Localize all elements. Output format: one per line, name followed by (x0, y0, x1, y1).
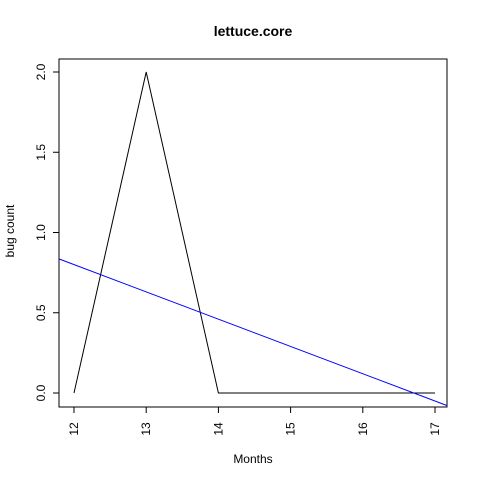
y-tick-label: 2.0 (34, 63, 48, 80)
chart-title: lettuce.core (214, 23, 293, 39)
x-tick-label: 12 (67, 422, 81, 436)
y-tick-label: 0.0 (34, 384, 48, 401)
x-axis: 12 13 14 15 16 17 (67, 406, 442, 436)
series-line (73, 71, 435, 394)
x-tick-label: 15 (284, 422, 298, 436)
x-tick-label: 17 (428, 422, 442, 436)
y-tick-label: 0.5 (34, 304, 48, 321)
x-tick-label: 16 (356, 422, 370, 436)
y-tick-label: 1.5 (34, 144, 48, 161)
y-axis: 0.0 0.5 1.0 1.5 2.0 (34, 63, 60, 401)
trend-line (59, 258, 447, 407)
y-axis-label: bug count (3, 204, 17, 257)
plot-frame (58, 58, 448, 408)
x-axis-label: Months (233, 452, 272, 466)
y-tick-label: 1.0 (34, 224, 48, 241)
x-tick-label: 13 (139, 422, 153, 436)
series-layer (59, 71, 447, 407)
x-tick-label: 14 (211, 422, 225, 436)
